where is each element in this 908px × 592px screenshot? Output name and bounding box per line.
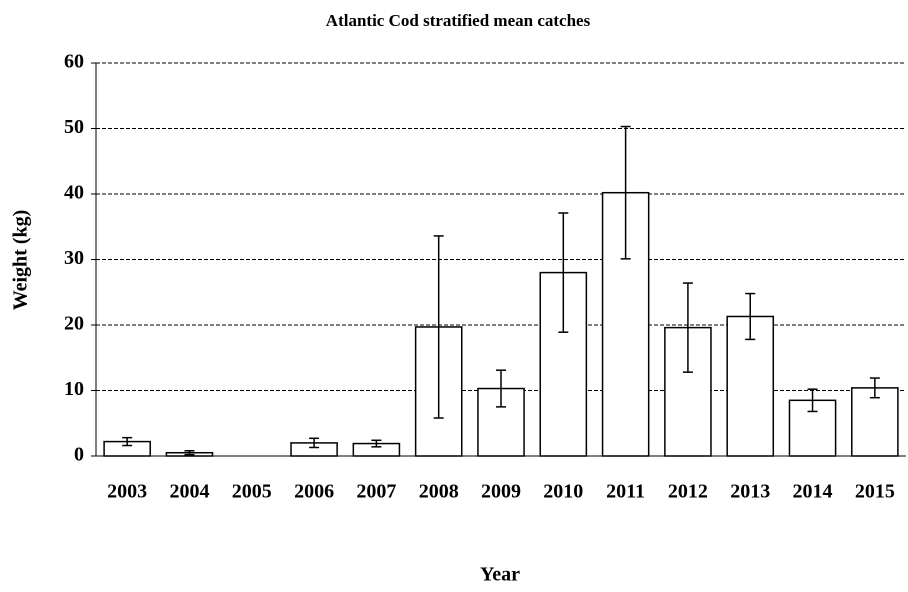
y-tick-label: 20	[64, 313, 84, 335]
error-bar	[558, 212, 569, 333]
x-axis-label: Year	[480, 564, 520, 586]
x-tick-label: 2013	[730, 481, 770, 503]
y-tick-label: 10	[64, 378, 84, 400]
x-tick-label: 2003	[107, 481, 147, 503]
x-tick-label: 2006	[294, 481, 334, 503]
y-tick-label: 30	[64, 247, 84, 269]
y-tick-label: 60	[64, 51, 84, 73]
x-tick-label: 2015	[855, 481, 895, 503]
x-tick-label: 2004	[169, 481, 209, 503]
error-bar	[433, 235, 444, 419]
x-tick-label: 2008	[419, 481, 459, 503]
error-bar	[309, 437, 320, 449]
error-bar	[620, 125, 631, 260]
y-tick-label: 40	[64, 182, 84, 204]
x-tick-label: 2005	[232, 481, 272, 503]
x-tick-label: 2012	[668, 481, 708, 503]
x-tick-label: 2007	[356, 481, 396, 503]
x-tick-label: 2011	[606, 481, 645, 503]
error-bar	[807, 388, 818, 413]
bar	[851, 387, 899, 457]
x-tick-label: 2010	[543, 481, 583, 503]
x-tick-label: 2014	[793, 481, 833, 503]
error-bar	[122, 436, 133, 447]
x-tick-label: 2009	[481, 481, 521, 503]
error-bar	[184, 450, 195, 456]
error-bar	[496, 369, 506, 408]
error-bar	[869, 377, 880, 399]
y-tick-label: 0	[74, 444, 84, 466]
error-bar	[682, 282, 693, 373]
y-tick-label: 50	[64, 116, 84, 138]
error-bar	[745, 292, 756, 341]
y-axis-label: Weight (kg)	[10, 210, 32, 311]
chart-title: Atlantic Cod stratified mean catches	[326, 11, 591, 30]
error-bar	[371, 439, 382, 448]
